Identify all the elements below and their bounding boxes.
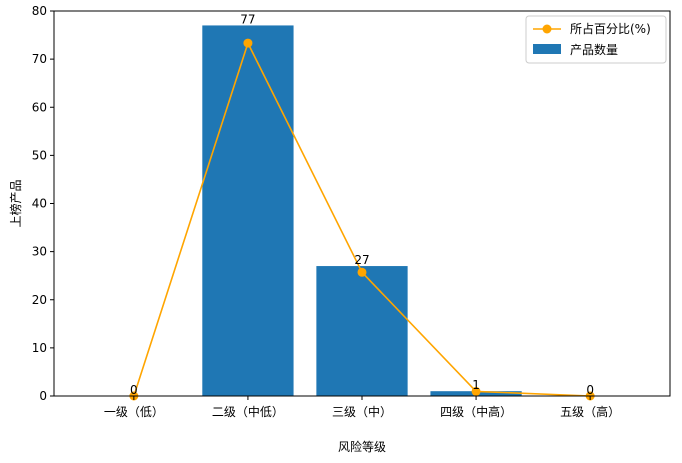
x-tick-label-2: 二级（中低）	[212, 404, 284, 419]
legend-label-percentage: 所占百分比(%)	[570, 21, 651, 36]
y-tick-label-7: 60	[32, 100, 47, 114]
y-tick-label-9: 80	[32, 4, 47, 18]
y-tick-label-2: 10	[32, 341, 47, 355]
legend-line-marker	[542, 24, 552, 34]
data-label-1: 0	[130, 383, 138, 397]
y-tick-label-8: 70	[32, 52, 47, 66]
x-axis: 一级（低） 二级（中低） 三级（中） 四级（中高） 五级（高）	[104, 396, 620, 419]
x-axis-label: 风险等级	[338, 439, 386, 454]
legend-label-count: 产品数量	[570, 42, 618, 57]
y-tick-label-6: 50	[32, 148, 47, 162]
x-tick-label-1: 一级（低）	[104, 405, 164, 419]
bars-layer	[202, 25, 522, 396]
y-axis-label: 上榜产品	[8, 179, 23, 227]
bar-3	[316, 266, 408, 396]
data-labels-layer: 0 77 27 1 0	[130, 12, 594, 397]
y-tick-label-4: 30	[32, 245, 47, 259]
legend: 所占百分比(%) 产品数量	[525, 15, 667, 64]
y-axis: 0 10 20 30 40 50 60 70 80	[32, 4, 54, 403]
data-label-5: 0	[586, 383, 594, 397]
percentage-point-4	[471, 386, 481, 396]
percentage-point-3	[357, 267, 367, 277]
y-tick-label-5: 40	[32, 197, 47, 211]
y-tick-label-3: 20	[32, 293, 47, 307]
data-label-4: 1	[472, 378, 480, 392]
legend-bar-swatch	[533, 44, 561, 54]
x-tick-label-3: 三级（中）	[332, 404, 392, 419]
x-tick-label-4: 四级（中高）	[440, 404, 512, 419]
bar-2	[202, 25, 294, 396]
x-tick-label-5: 五级（高）	[560, 404, 620, 419]
y-tick-label-1: 0	[39, 389, 47, 403]
percentage-point-2	[243, 38, 253, 48]
data-label-3: 27	[354, 253, 369, 267]
line-layer	[129, 38, 595, 401]
data-label-2: 77	[240, 12, 255, 26]
